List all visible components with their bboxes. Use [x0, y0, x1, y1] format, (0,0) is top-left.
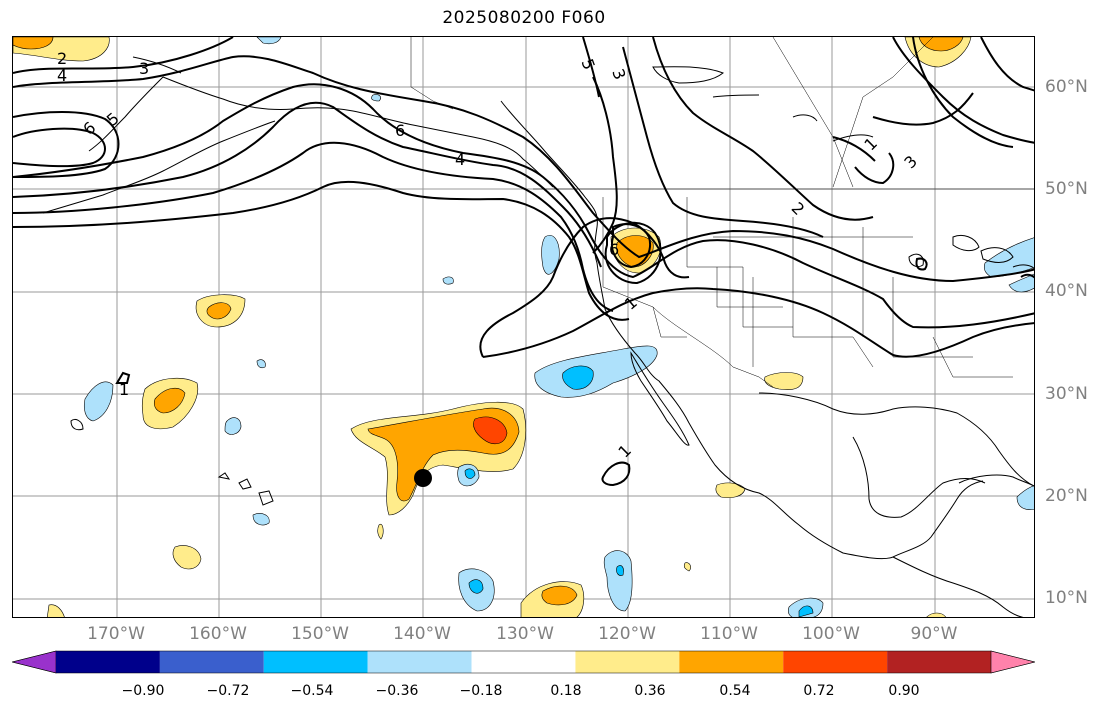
contour-label: 4 [57, 66, 67, 85]
contour-label: 1 [614, 441, 635, 462]
colorbar [12, 650, 1035, 674]
colorbar-tick-label: 0.36 [634, 683, 666, 699]
colorbar-segment [56, 651, 160, 673]
colorbar-tick-label: −0.36 [375, 683, 419, 699]
colorbar-tick-label: −0.18 [459, 683, 503, 699]
lon-label: 170°W [87, 624, 145, 644]
map-panel: 2 4 3 6 5 6 4 5 3 1 3 6 2 1 1 1 [12, 36, 1035, 618]
contour-label: 2 [57, 49, 67, 68]
map-title: 2025080200 F060 [442, 8, 606, 28]
colorbar-extend-high [990, 650, 1035, 674]
contour-label: 3 [139, 59, 149, 78]
colorbar-segment [575, 651, 680, 673]
lon-label: 120°W [598, 624, 656, 644]
shaded-anomalies [13, 37, 1034, 617]
contour-label: 6 [609, 240, 619, 259]
lon-label: 150°W [291, 624, 349, 644]
lat-label: 10°N [1045, 588, 1088, 608]
contour-label: 1 [119, 380, 129, 399]
colorbar-tick-label: −0.72 [206, 683, 250, 699]
colorbar-tick-label: 0.54 [719, 683, 751, 699]
lon-label: 130°W [496, 624, 554, 644]
lat-label: 20°N [1045, 486, 1088, 506]
colorbar-segment [471, 651, 576, 673]
colorbar-segment [159, 651, 264, 673]
colorbar-tick-label: 0.18 [550, 683, 582, 699]
lon-label: 160°W [189, 624, 247, 644]
contour-label: 3 [608, 66, 629, 82]
lon-label: 140°W [393, 624, 451, 644]
contour-label: 2 [788, 198, 809, 219]
contour-label: 6 [395, 121, 405, 140]
location-marker [414, 469, 432, 487]
lon-label: 100°W [802, 624, 860, 644]
lon-label: 110°W [700, 624, 758, 644]
contour-lines [13, 37, 1034, 487]
contour-label: 3 [900, 152, 921, 173]
lat-label: 40°N [1045, 281, 1088, 301]
contour-label: 4 [455, 150, 465, 169]
political-borders [410, 37, 1034, 388]
colorbar-tick-label: −0.90 [121, 683, 165, 699]
colorbar-segment [263, 651, 368, 673]
colorbar-segment [887, 651, 991, 673]
colorbar-segment [679, 651, 784, 673]
contour-label: 5 [103, 109, 123, 130]
map-canvas: 2 4 3 6 5 6 4 5 3 1 3 6 2 1 1 1 [13, 37, 1034, 617]
lat-label: 30°N [1045, 384, 1088, 404]
colorbar-extend-low [12, 650, 57, 674]
contour-label: 1 [621, 293, 641, 314]
contour-label: 5 [578, 56, 599, 72]
colorbar-tick-label: 0.72 [803, 683, 835, 699]
coastlines [42, 56, 1034, 617]
lat-label: 50°N [1045, 179, 1088, 199]
lon-label: 90°W [910, 624, 958, 644]
colorbar-segment [367, 651, 472, 673]
colorbar-segment [783, 651, 888, 673]
lat-label: 60°N [1045, 77, 1088, 97]
colorbar-tick-label: −0.54 [290, 683, 334, 699]
colorbar-outline [12, 650, 1035, 674]
contour-label-group: 2 4 3 6 5 6 4 5 3 1 3 6 2 1 1 1 [57, 49, 921, 461]
graticule [13, 37, 1034, 617]
colorbar-tick-label: 0.90 [888, 683, 920, 699]
